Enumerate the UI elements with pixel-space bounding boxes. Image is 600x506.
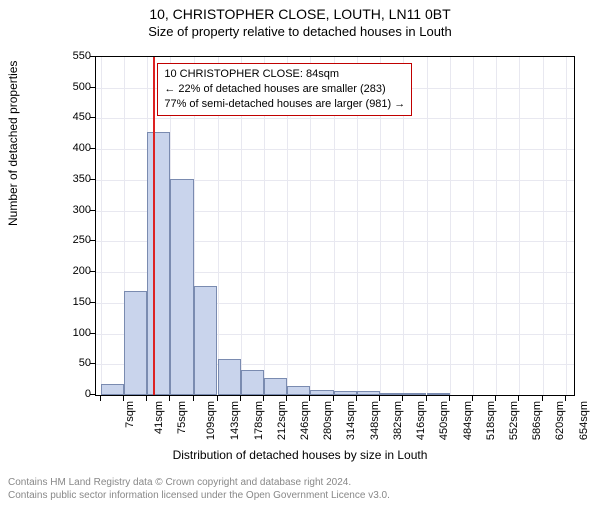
xtick-mark: [240, 396, 241, 401]
ytick-label: 100: [56, 327, 91, 339]
xtick-label: 178sqm: [253, 401, 265, 440]
ytick-label: 150: [56, 296, 91, 308]
ytick-label: 0: [56, 388, 91, 400]
xtick-label: 280sqm: [322, 401, 334, 440]
ytick-label: 50: [56, 357, 91, 369]
ytick-label: 450: [56, 111, 91, 123]
histogram-bar: [170, 179, 193, 395]
x-axis-label: Distribution of detached houses by size …: [0, 448, 600, 462]
xtick-mark: [426, 396, 427, 401]
ytick-label: 300: [56, 204, 91, 216]
grid-line-v: [427, 57, 428, 395]
histogram-bar: [427, 393, 450, 395]
xtick-mark: [518, 396, 519, 401]
xtick-label: 620sqm: [555, 401, 567, 440]
y-axis-label: Number of detached properties: [6, 61, 20, 226]
annotation-line: 77% of semi-detached houses are larger (…: [164, 97, 405, 112]
xtick-label: 109sqm: [206, 401, 218, 440]
histogram-bar: [334, 391, 357, 395]
ytick-label: 350: [56, 173, 91, 185]
xtick-mark: [309, 396, 310, 401]
xtick-label: 314sqm: [346, 401, 358, 440]
plot-region: 10 CHRISTOPHER CLOSE: 84sqm← 22% of deta…: [95, 56, 575, 396]
attribution-line-1: Contains HM Land Registry data © Crown c…: [8, 477, 390, 490]
page-subtitle: Size of property relative to detached ho…: [0, 24, 600, 39]
ytick-label: 400: [56, 142, 91, 154]
xtick-label: 552sqm: [508, 401, 520, 440]
xtick-mark: [402, 396, 403, 401]
histogram-bar: [264, 378, 287, 395]
grid-line-v: [450, 57, 451, 395]
annotation-line: 10 CHRISTOPHER CLOSE: 84sqm: [164, 67, 405, 82]
xtick-label: 41sqm: [153, 401, 165, 434]
xtick-label: 450sqm: [438, 401, 450, 440]
xtick-label: 348sqm: [369, 401, 381, 440]
attribution: Contains HM Land Registry data © Crown c…: [8, 477, 390, 502]
grid-line-v: [473, 57, 474, 395]
xtick-label: 143sqm: [229, 401, 241, 440]
xtick-mark: [495, 396, 496, 401]
annotation-line: ← 22% of detached houses are smaller (28…: [164, 82, 405, 97]
chart-area: 10 CHRISTOPHER CLOSE: 84sqm← 22% of deta…: [55, 56, 575, 436]
grid-line-v: [566, 57, 567, 395]
histogram-bar: [357, 391, 380, 395]
page-title: 10, CHRISTOPHER CLOSE, LOUTH, LN11 0BT: [0, 6, 600, 22]
histogram-bar: [310, 390, 333, 395]
histogram-bar: [241, 370, 264, 395]
xtick-mark: [123, 396, 124, 401]
xtick-mark: [217, 396, 218, 401]
annotation-box: 10 CHRISTOPHER CLOSE: 84sqm← 22% of deta…: [157, 63, 412, 116]
xtick-label: 484sqm: [462, 401, 474, 440]
histogram-bar: [124, 291, 147, 395]
histogram-bar: [101, 384, 124, 395]
xtick-mark: [146, 396, 147, 401]
xtick-label: 518sqm: [485, 401, 497, 440]
xtick-mark: [263, 396, 264, 401]
xtick-mark: [542, 396, 543, 401]
grid-line-v: [496, 57, 497, 395]
xtick-label: 382sqm: [392, 401, 404, 440]
ytick-label: 550: [56, 50, 91, 62]
histogram-bar: [194, 286, 217, 395]
xtick-mark: [356, 396, 357, 401]
xtick-label: 212sqm: [276, 401, 288, 440]
xtick-label: 7sqm: [124, 401, 136, 428]
ytick-label: 500: [56, 81, 91, 93]
xtick-mark: [193, 396, 194, 401]
xtick-label: 586sqm: [531, 401, 543, 440]
attribution-line-2: Contains public sector information licen…: [8, 490, 390, 503]
xtick-mark: [565, 396, 566, 401]
histogram-bar: [403, 393, 426, 395]
histogram-bar: [380, 393, 403, 395]
xtick-mark: [333, 396, 334, 401]
histogram-bar: [287, 386, 310, 395]
reference-line: [153, 57, 155, 395]
grid-line-v: [101, 57, 102, 395]
xtick-mark: [472, 396, 473, 401]
xtick-mark: [169, 396, 170, 401]
grid-line-v: [543, 57, 544, 395]
xtick-mark: [100, 396, 101, 401]
histogram-bar: [218, 359, 241, 395]
xtick-label: 75sqm: [176, 401, 188, 434]
xtick-mark: [286, 396, 287, 401]
ytick-label: 250: [56, 234, 91, 246]
grid-line-v: [519, 57, 520, 395]
grid-line-h: [96, 118, 574, 119]
ytick-label: 200: [56, 265, 91, 277]
histogram-bar: [147, 132, 170, 395]
xtick-label: 416sqm: [415, 401, 427, 440]
xtick-mark: [449, 396, 450, 401]
xtick-label: 654sqm: [578, 401, 590, 440]
xtick-label: 246sqm: [299, 401, 311, 440]
xtick-mark: [379, 396, 380, 401]
